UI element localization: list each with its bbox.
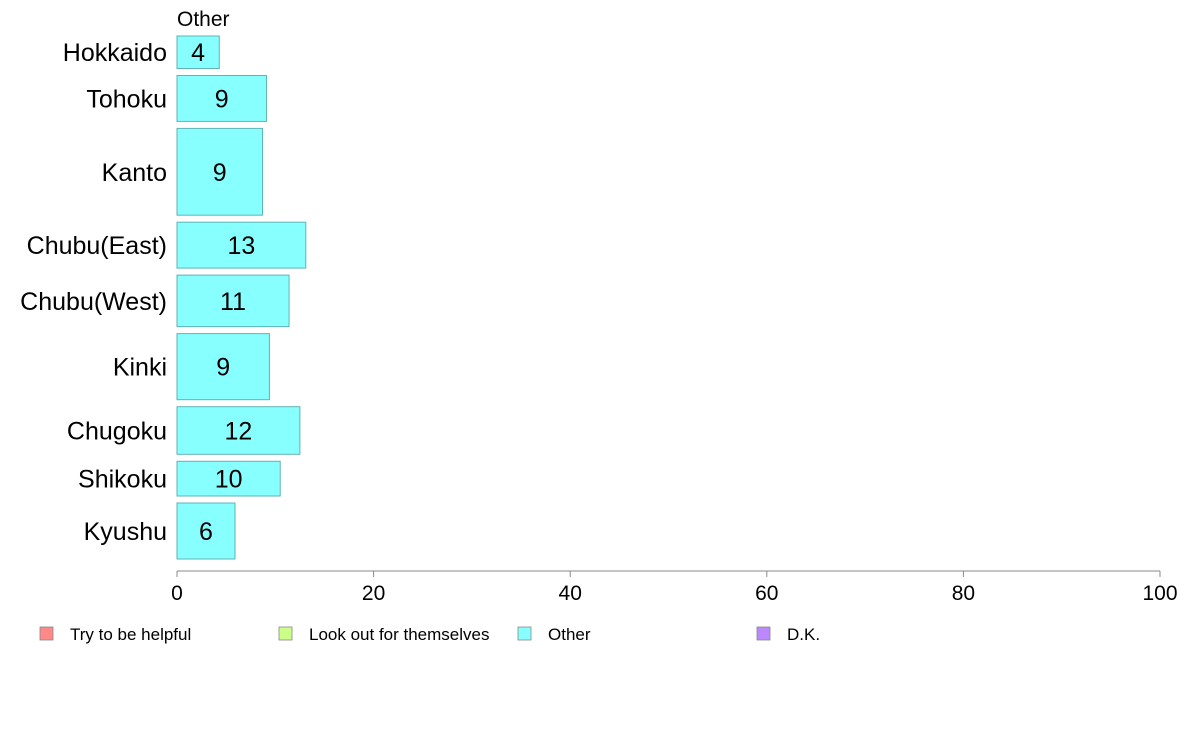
legend-label: D.K. bbox=[787, 625, 820, 644]
x-tick-label: 100 bbox=[1142, 582, 1177, 605]
legend-swatch bbox=[756, 626, 771, 641]
bars-group: Hokkaido 4 Tohoku 9 Kanto 9 Chubu(East) 13 Chubu… bbox=[20, 35, 307, 560]
legend-label: Try to be helpful bbox=[70, 625, 191, 644]
category-label: Kinki bbox=[113, 354, 167, 382]
value-label: 9 bbox=[213, 159, 227, 187]
bar-kinki bbox=[176, 333, 270, 401]
value-label: 13 bbox=[227, 232, 255, 260]
bar-kanto bbox=[176, 127, 264, 216]
x-tick-label: 40 bbox=[559, 582, 582, 605]
value-label: 11 bbox=[220, 288, 246, 316]
x-axis: 0 20 40 60 80 100 bbox=[171, 570, 1178, 605]
category-label: Shikoku bbox=[78, 466, 167, 494]
value-label: 9 bbox=[216, 354, 230, 382]
legend-swatch bbox=[39, 626, 54, 641]
panel-title: Other bbox=[177, 8, 230, 31]
bar-chubu-west- bbox=[176, 274, 290, 328]
bar-hokkaido bbox=[176, 35, 220, 69]
category-label: Chubu(East) bbox=[27, 232, 167, 260]
bar-tohoku bbox=[176, 74, 267, 122]
value-label: 4 bbox=[191, 39, 205, 67]
x-tick-label: 60 bbox=[755, 582, 778, 605]
value-label: 9 bbox=[215, 85, 229, 113]
bar-shikoku bbox=[176, 460, 281, 497]
value-label: 12 bbox=[225, 417, 253, 445]
bar-kyushu bbox=[176, 502, 236, 560]
legend-swatch bbox=[517, 626, 532, 641]
category-label: Kyushu bbox=[84, 518, 167, 546]
x-tick-label: 20 bbox=[362, 582, 385, 605]
category-label: Hokkaido bbox=[63, 39, 167, 67]
category-label: Kanto bbox=[102, 159, 167, 187]
category-label: Chugoku bbox=[67, 417, 167, 445]
legend: Try to be helpful Look out for themselves… bbox=[39, 625, 820, 644]
x-tick-label: 80 bbox=[952, 582, 975, 605]
value-label: 10 bbox=[215, 466, 243, 494]
category-label: Chubu(West) bbox=[20, 288, 167, 316]
legend-label: Other bbox=[548, 625, 591, 644]
category-label: Tohoku bbox=[86, 85, 167, 113]
x-tick-label: 0 bbox=[171, 582, 183, 605]
bar-chugoku bbox=[176, 406, 301, 455]
value-label: 6 bbox=[199, 518, 213, 546]
legend-label: Look out for themselves bbox=[309, 625, 489, 644]
legend-swatch bbox=[278, 626, 293, 641]
bar-chubu-east- bbox=[176, 221, 307, 269]
